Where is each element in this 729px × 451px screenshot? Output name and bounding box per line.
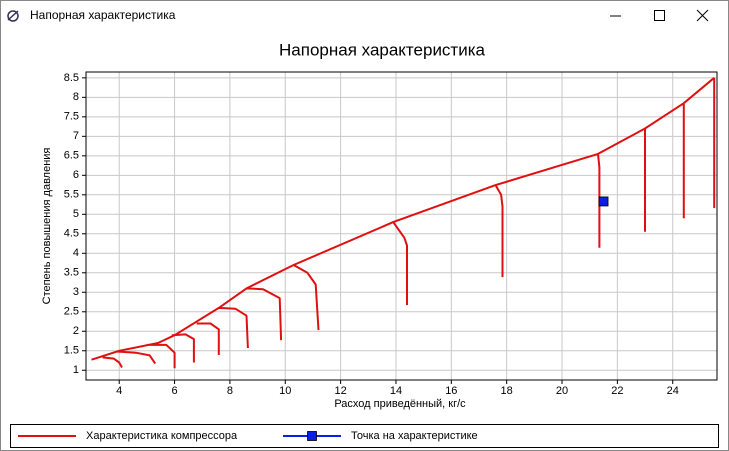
- plot-border: [85, 71, 718, 381]
- x-axis-label: Расход приведённый, кг/с: [334, 398, 466, 410]
- legend-label: Точка на характеристике: [351, 430, 478, 442]
- y-tick-label: 7: [73, 130, 79, 142]
- y-tick-label: 8.5: [64, 72, 79, 84]
- plot-area: [86, 72, 717, 380]
- series-line: [91, 77, 716, 369]
- x-tick-label: 4: [116, 385, 122, 397]
- y-tick-label: 5: [73, 208, 79, 220]
- y-tick-label: 7.5: [64, 111, 79, 123]
- data-point: [598, 196, 609, 207]
- y-tick-label: 2: [73, 325, 79, 337]
- x-tick-label: 8: [227, 385, 233, 397]
- y-tick-label: 6.5: [64, 150, 79, 162]
- x-tick-label: 16: [445, 385, 457, 397]
- y-tick-label: 1.5: [64, 345, 79, 357]
- y-tick-label: 6: [73, 169, 79, 181]
- maximize-button[interactable]: [654, 10, 665, 21]
- x-tick-label: 10: [279, 385, 291, 397]
- y-tick-label: 1: [73, 364, 79, 376]
- x-tick-label: 24: [667, 385, 679, 397]
- y-tick-label: 8: [73, 91, 79, 103]
- x-tick-label: 12: [334, 385, 346, 397]
- legend-label: Характеристика компрессора: [86, 430, 238, 442]
- legend-marker: [307, 431, 317, 441]
- y-tick-label: 2.5: [64, 306, 79, 318]
- y-tick-label: 4.5: [64, 228, 79, 240]
- y-tick-label: 3.5: [64, 267, 79, 279]
- x-tick-label: 20: [556, 385, 568, 397]
- x-tick-label: 22: [611, 385, 623, 397]
- x-tick-label: 18: [501, 385, 513, 397]
- close-button[interactable]: [696, 9, 709, 22]
- x-tick-label: 6: [171, 385, 177, 397]
- x-tick-label: 14: [390, 385, 402, 397]
- app-icon: [7, 10, 19, 22]
- y-axis-label: Степень повышения давления: [41, 148, 53, 305]
- window-title: Напорная характеристика: [30, 8, 176, 22]
- legend: [10, 424, 719, 448]
- y-tick-label: 5.5: [64, 189, 79, 201]
- y-tick-label: 4: [73, 247, 79, 259]
- y-tick-label: 3: [73, 286, 79, 298]
- chart-title: Напорная характеристика: [279, 40, 486, 59]
